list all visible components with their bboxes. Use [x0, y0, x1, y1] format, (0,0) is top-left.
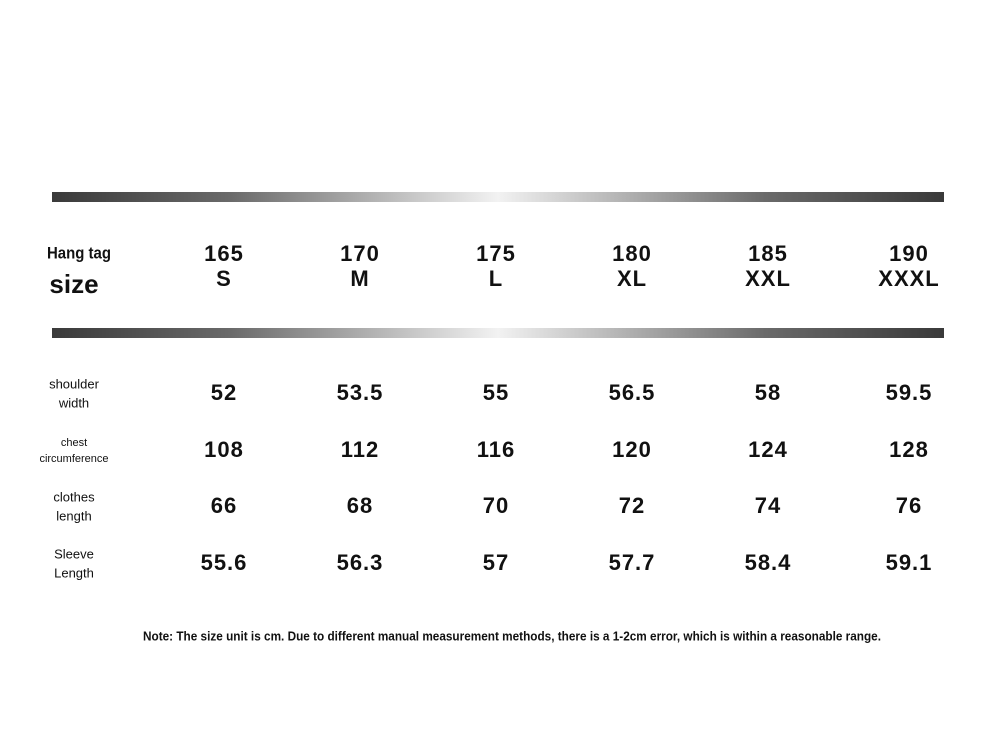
- column-header: M: [350, 266, 369, 291]
- row-label: circumference: [39, 453, 108, 465]
- cell: 124: [748, 437, 788, 462]
- column-header: XXXL: [878, 266, 939, 291]
- cell: 57: [483, 550, 509, 575]
- row-label: shoulder: [49, 376, 100, 391]
- cell: 58.4: [745, 550, 792, 575]
- cell: 120: [612, 437, 652, 462]
- row-label: Length: [54, 565, 94, 580]
- column-header: 180: [612, 241, 652, 266]
- cell: 55.6: [201, 550, 248, 575]
- row-label: clothes: [53, 489, 95, 504]
- column-header: 190: [889, 241, 929, 266]
- note: Note: The size unit is cm. Due to differ…: [143, 628, 881, 643]
- cell: 116: [477, 437, 516, 462]
- cell: 68: [347, 493, 373, 518]
- column-header: 170: [340, 241, 380, 266]
- cell: 57.7: [609, 550, 656, 575]
- cell: 56.3: [337, 550, 384, 575]
- header-label: size: [49, 269, 98, 299]
- divider: [52, 192, 944, 202]
- header-label: Hang tag: [47, 243, 111, 262]
- column-header: XXL: [745, 266, 791, 291]
- column-header: 185: [748, 241, 788, 266]
- divider: [52, 328, 944, 338]
- cell: 128: [889, 437, 929, 462]
- row-label: Sleeve: [54, 546, 94, 561]
- cell: 108: [204, 437, 244, 462]
- cell: 74: [755, 493, 781, 518]
- cell: 53.5: [337, 380, 384, 405]
- cell: 59.1: [886, 550, 933, 575]
- column-header: S: [216, 266, 232, 291]
- cell: 56.5: [609, 380, 656, 405]
- column-header: 175: [476, 241, 516, 266]
- row-label: length: [56, 508, 91, 523]
- column-header: 165: [204, 241, 244, 266]
- cell: 55: [483, 380, 509, 405]
- cell: 76: [896, 493, 922, 518]
- cell: 52: [211, 380, 237, 405]
- column-header: XL: [617, 266, 647, 291]
- row-label: width: [58, 395, 89, 410]
- row-label: chest: [61, 437, 87, 449]
- cell: 58: [755, 380, 781, 405]
- cell: 112: [341, 437, 380, 462]
- cell: 72: [619, 493, 645, 518]
- cell: 66: [211, 493, 237, 518]
- column-header: L: [489, 266, 503, 291]
- cell: 70: [483, 493, 509, 518]
- cell: 59.5: [886, 380, 933, 405]
